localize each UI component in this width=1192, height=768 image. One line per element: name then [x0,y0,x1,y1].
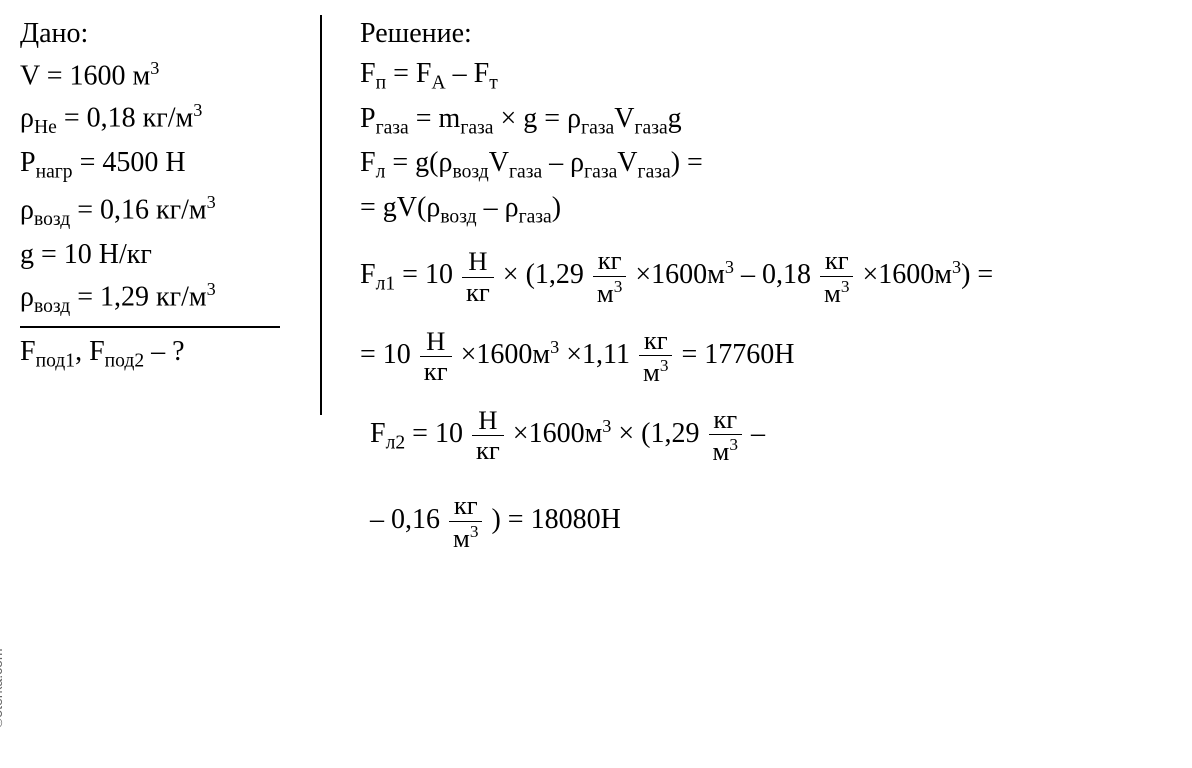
given-separator [20,326,280,328]
frac-kg-m3-2: кгм3 [820,246,853,307]
given-header: Дано: [20,18,312,50]
fl1b: = 10 Hкг ×1600м3 ×1,11 кгм3 = 17760H [360,326,1172,387]
solution-header: Решение: [360,18,1172,50]
given-section: Дано: V = 1600 м3 ρHe = 0,18 кг/м3 Pнагр… [20,18,330,405]
eq1: Fп = FA – Fт [360,58,1172,95]
given-p-nagr: Pнагр = 4500 H [20,147,312,184]
main-container: Дано: V = 1600 м3 ρHe = 0,18 кг/м3 Pнагр… [20,18,1172,405]
given-find: Fпод1, Fпод2 – ? [20,336,312,373]
frac-kg-m3-3: кгм3 [639,326,672,387]
eq4: = gV(ρвозд – ρгаза) [360,192,1172,229]
fl2c: – 0,16 кгм3 ) = 18080H [370,491,1172,552]
given-g: g = 10 Н/кг [20,239,312,271]
frac-h-kg-3: Hкг [472,406,504,466]
solution-section: Решение: Fп = FA – Fт Pгаза = mгаза × g … [330,18,1172,405]
given-v: V = 1600 м3 [20,58,312,92]
frac-h-kg-2: Hкг [420,327,452,387]
eq2: Pгаза = mгаза × g = ρгазаVгазаg [360,103,1172,140]
solution-continued: Fл2 = 10 Hкг ×1600м3 × (1,29 кгм3 – – 0,… [370,405,1172,553]
frac-kg-m3-4: кгм3 [709,405,742,466]
fl2: Fл2 = 10 Hкг ×1600м3 × (1,29 кгм3 – [370,405,1172,466]
given-rho-vozd2: ρвозд = 1,29 кг/м3 [20,279,312,318]
frac-kg-m3-1: кгм3 [593,246,626,307]
watermark: ©5terka.com [0,648,5,728]
eq3: Fл = g(ρвоздVгаза – ρгазаVгаза) = [360,147,1172,184]
given-rho-he: ρHe = 0,18 кг/м3 [20,100,312,139]
frac-h-kg-1: Hкг [462,247,494,307]
fl1: Fл1 = 10 Hкг × (1,29 кгм3 ×1600м3 – 0,18… [360,246,1172,307]
frac-kg-m3-5: кгм3 [449,491,482,552]
given-rho-vozd1: ρвозд = 0,16 кг/м3 [20,192,312,231]
